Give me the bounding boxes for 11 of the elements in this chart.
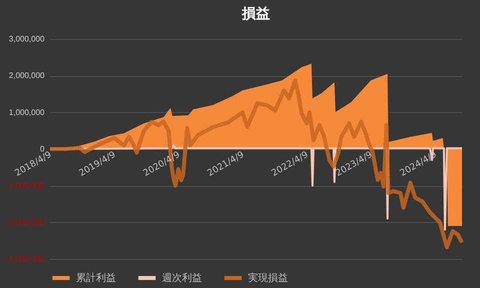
y-tick-label: -1,000,000 — [6, 181, 46, 190]
chart-title: 損益 — [241, 6, 270, 22]
legend-label: 実現損益 — [248, 272, 288, 284]
legend-label: 累計利益 — [76, 272, 116, 284]
y-tick-label: 1,000,000 — [8, 108, 46, 117]
y-tick-label: -2,000,000 — [6, 218, 46, 227]
y-tick-label: 2,000,000 — [8, 71, 46, 80]
y-tick-label: 0 — [40, 144, 46, 154]
y-tick-label: -3,000,000 — [6, 254, 46, 264]
y-tick-label: 3,000,000 — [8, 34, 46, 44]
legend-label: 週次利益 — [162, 272, 202, 284]
